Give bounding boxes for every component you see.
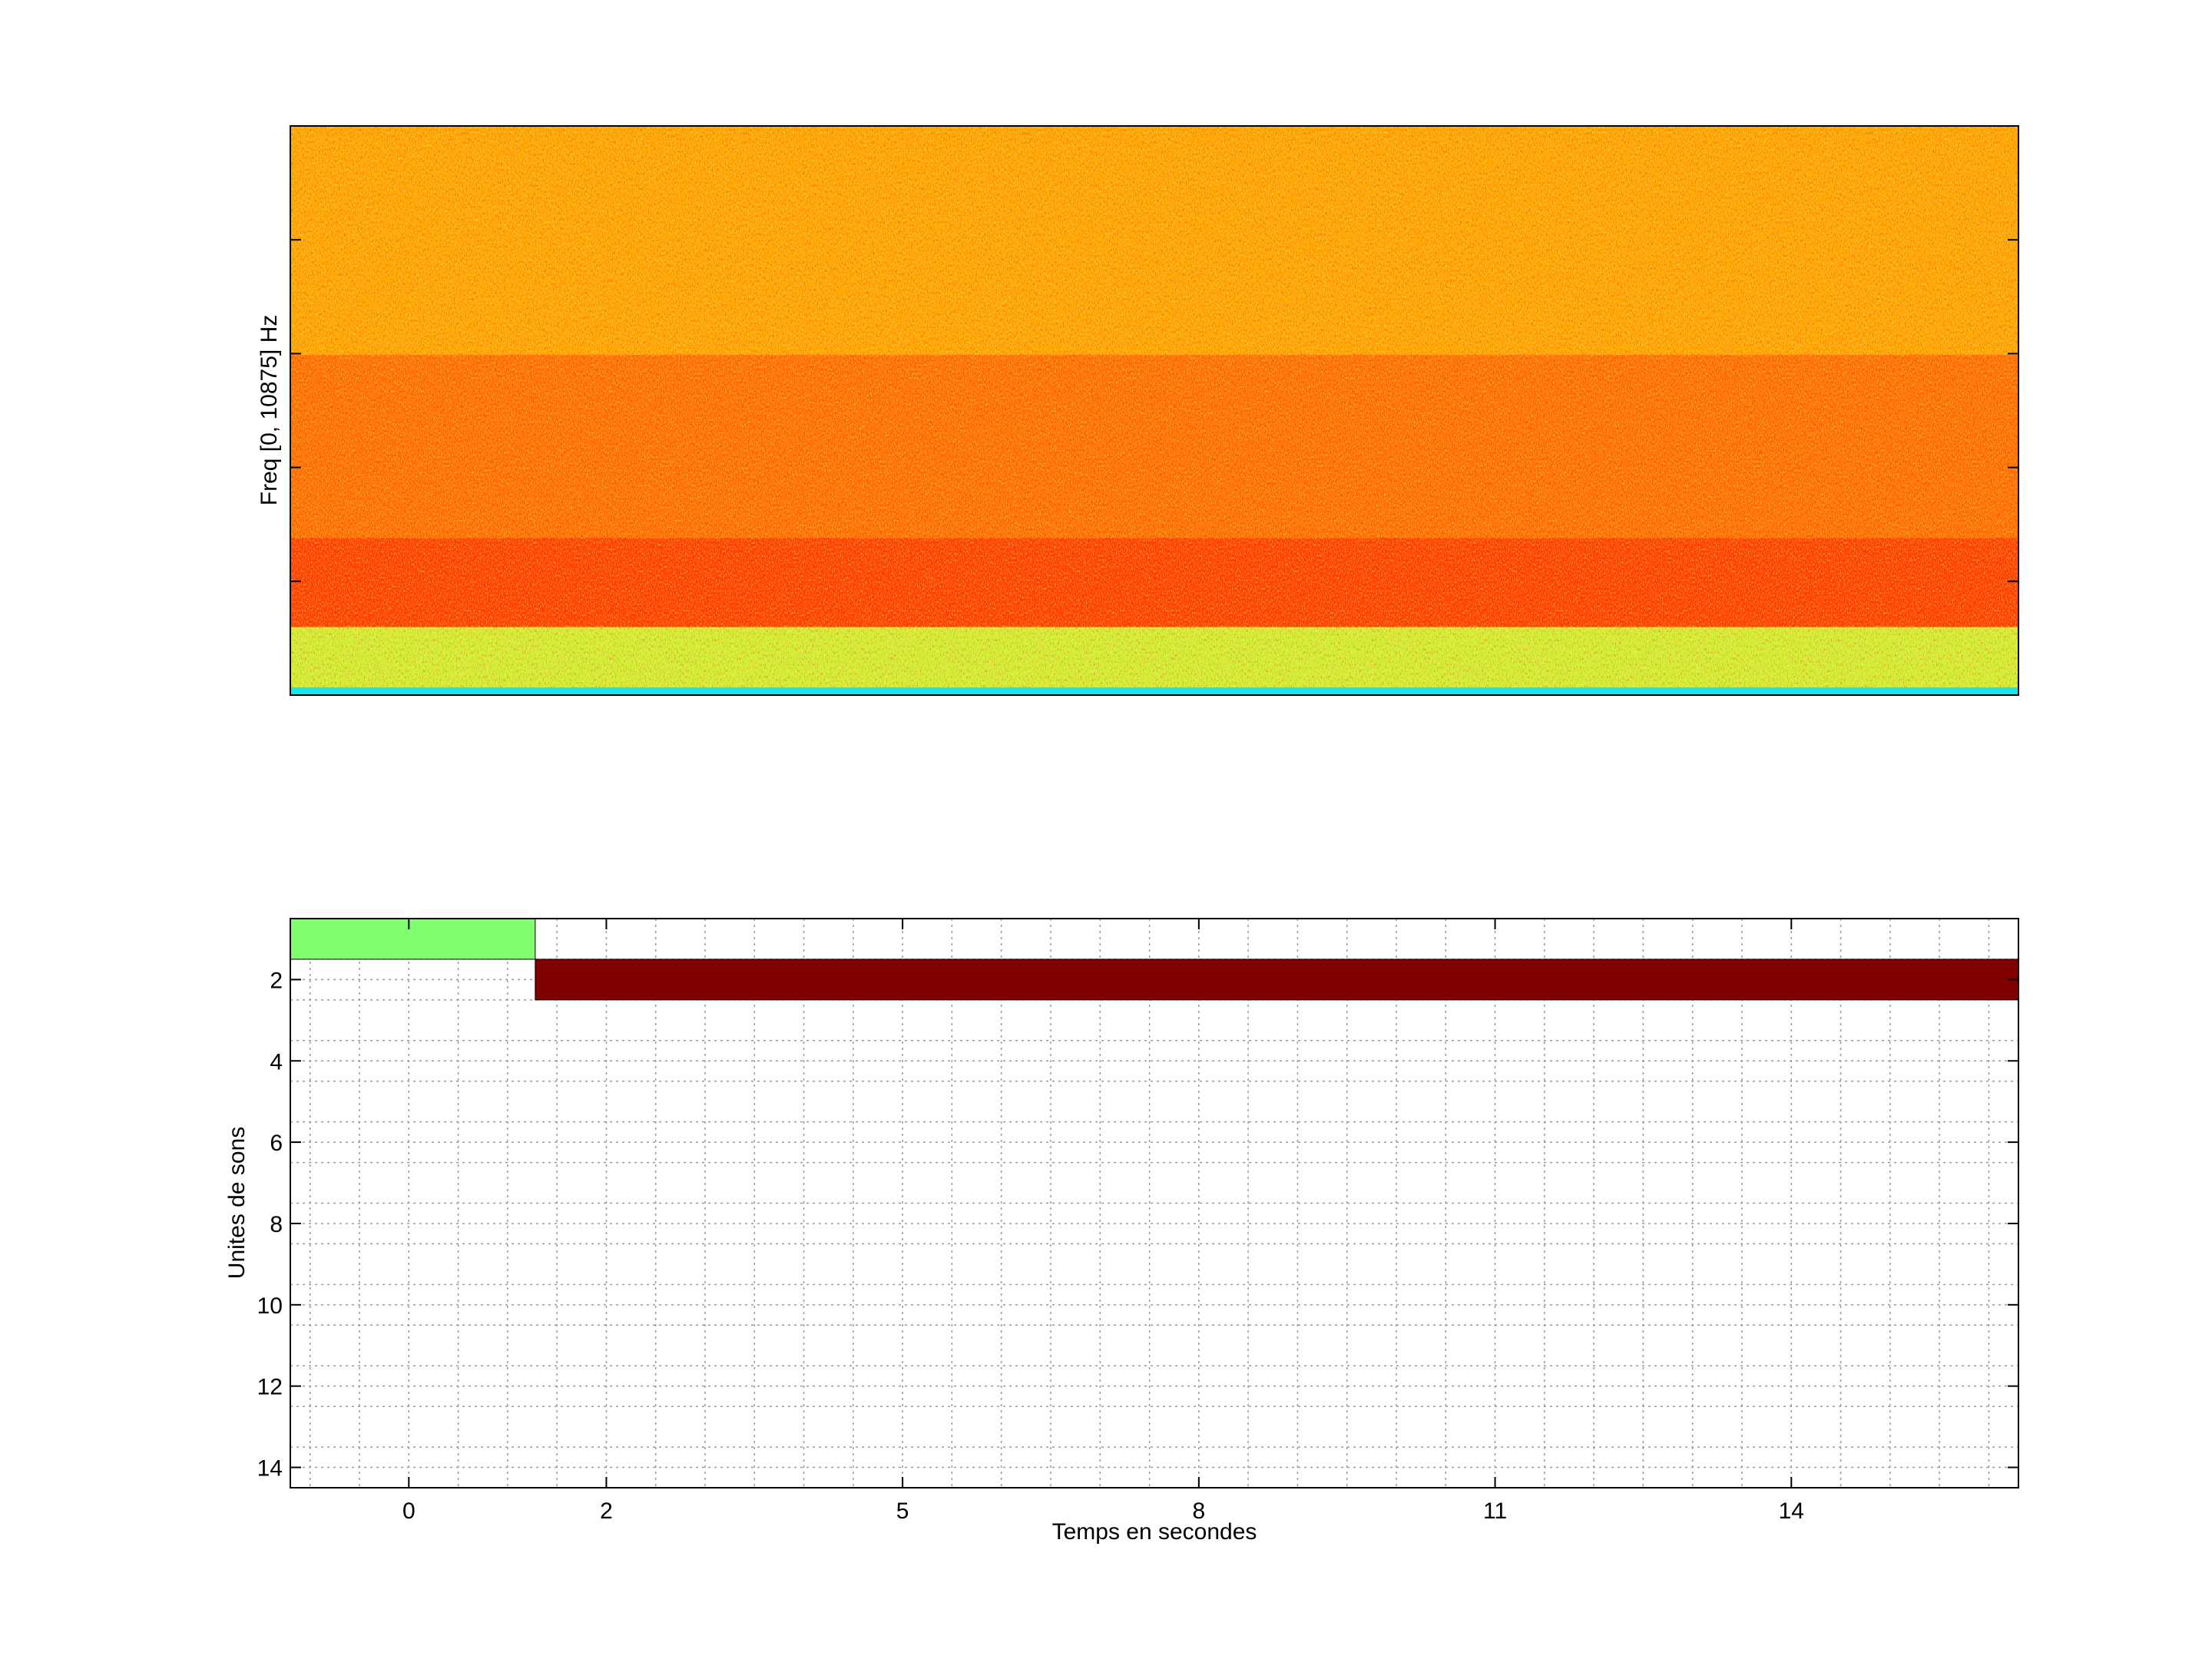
- x-tick-label: 2: [600, 1498, 613, 1524]
- spectrogram-ticks: [290, 239, 2018, 582]
- x-tick-label: 11: [1483, 1498, 1507, 1524]
- x-tick-label: 0: [402, 1498, 416, 1524]
- spectrogram-y-axis-label: Freq [0, 10875] Hz: [257, 315, 282, 505]
- units-y-ticks: 2 4 6 8 10 12 14: [257, 968, 2018, 1482]
- y-tick-label: 10: [257, 1293, 283, 1319]
- y-tick-label: 4: [270, 1049, 283, 1075]
- spectrogram-image: [290, 126, 2018, 695]
- units-frame: [290, 918, 2019, 1488]
- spectrogram-frame: [290, 125, 2019, 696]
- x-tick-label: 8: [1193, 1498, 1206, 1524]
- y-tick-label: 8: [270, 1212, 283, 1237]
- y-tick-label: 2: [270, 968, 283, 993]
- x-tick-label: 5: [896, 1498, 909, 1524]
- units-grid: [290, 919, 2018, 1488]
- units-y-axis-label: Unites de sons: [224, 1127, 250, 1279]
- units-segments: [290, 918, 2019, 1001]
- units-x-axis-label: Temps en secondes: [1052, 1519, 1257, 1545]
- unit-segment-2: [535, 959, 2019, 1001]
- x-tick-label: 14: [1779, 1498, 1804, 1524]
- y-tick-label: 12: [257, 1375, 283, 1400]
- spectrogram-lowest-band: [290, 687, 2018, 695]
- y-tick-label: 6: [270, 1131, 283, 1156]
- spectrogram-panel: Freq [0, 10875] Hz: [257, 125, 2019, 696]
- units-x-ticks: 0 2 5 8 11 14: [402, 919, 1804, 1524]
- unit-segment-1: [290, 918, 536, 960]
- y-tick-label: 14: [257, 1456, 283, 1482]
- spectrogram-dark-speckle: [290, 126, 2018, 695]
- units-panel: 0 2 5 8 11 14 2 4 6 8 10 12 14 Temps en secondes Un…: [224, 918, 2019, 1545]
